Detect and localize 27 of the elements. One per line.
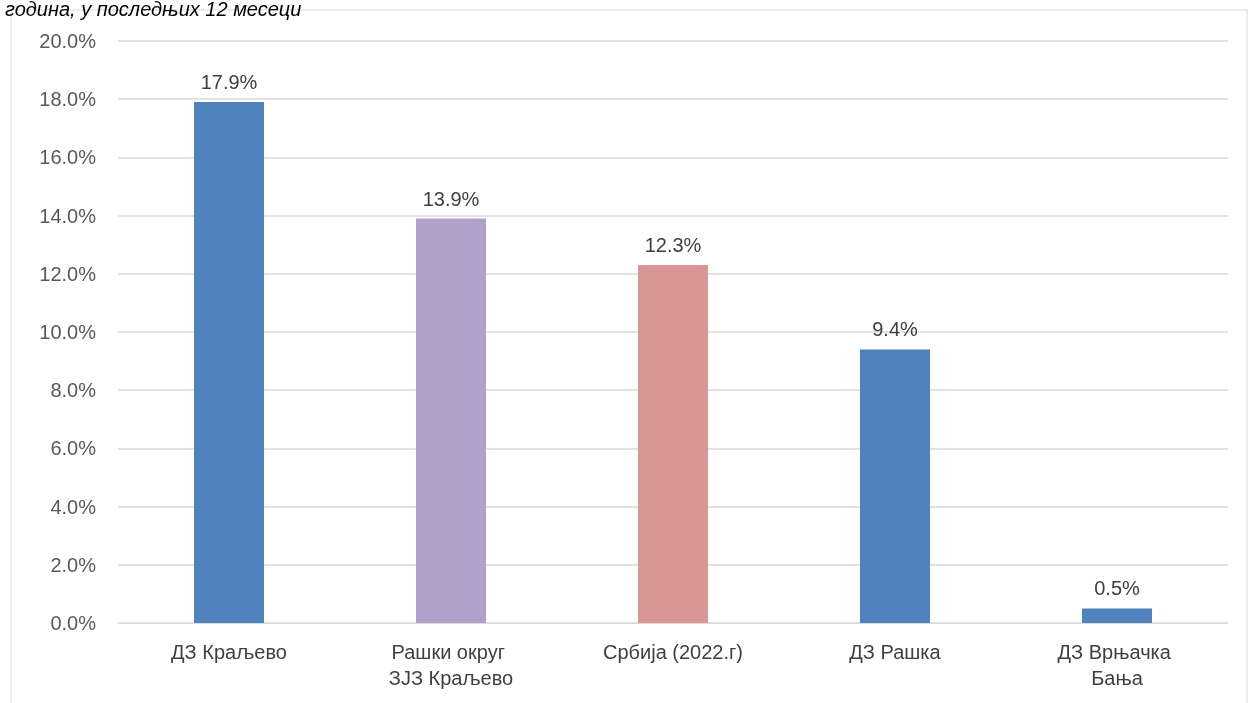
bar (416, 218, 486, 623)
y-tick-label: 16.0% (39, 146, 97, 169)
y-tick-label: 0.0% (50, 612, 97, 634)
bar (194, 102, 264, 623)
data-label: 12.3% (644, 234, 702, 257)
bar (1082, 608, 1152, 623)
x-tick-label: ДЗ Рашка (849, 641, 942, 663)
y-tick-label: 6.0% (50, 437, 97, 460)
chart-title: година, у последњих 12 месеци (5, 0, 302, 20)
y-tick-label: 10.0% (39, 321, 97, 343)
bar (638, 265, 708, 623)
data-label: 9.4% (872, 318, 919, 341)
y-tick-label: 20.0% (39, 30, 97, 52)
y-tick-label: 8.0% (50, 379, 97, 402)
y-tick-label: 4.0% (50, 495, 97, 518)
x-tick-label: Рашки округ ЗЈЗ Краљево (388, 641, 514, 689)
x-tick-label: Србија (2022.г) (603, 641, 743, 663)
y-tick-label: 2.0% (50, 553, 97, 576)
x-tick-label: ДЗ Врњачка Бања (1057, 641, 1177, 689)
y-tick-label: 14.0% (39, 204, 97, 227)
bar (860, 349, 930, 623)
data-label: 13.9% (422, 187, 480, 210)
data-label: 17.9% (200, 71, 258, 94)
data-label: 0.5% (1094, 577, 1141, 600)
x-tick-label: ДЗ Краљево (171, 641, 287, 663)
y-tick-label: 12.0% (39, 262, 97, 285)
y-tick-label: 18.0% (39, 88, 97, 111)
